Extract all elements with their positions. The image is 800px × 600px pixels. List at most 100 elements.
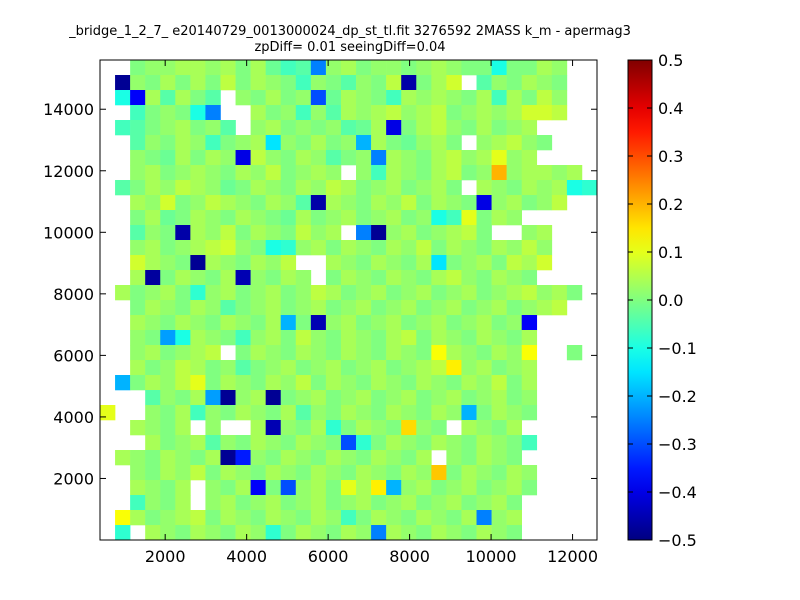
heatmap-cell (416, 465, 432, 481)
heatmap-cell (220, 255, 236, 271)
heatmap-cell (446, 465, 462, 481)
heatmap-cell (145, 510, 161, 526)
heatmap-cell (476, 285, 492, 301)
heatmap-cell (340, 255, 357, 271)
heatmap-cell (551, 75, 568, 91)
heatmap-cell (325, 240, 342, 256)
heatmap-cell (521, 75, 538, 91)
heatmap-cell (235, 360, 251, 376)
heatmap-cell (446, 435, 462, 451)
heatmap-cell (401, 510, 417, 526)
heatmap-cell (280, 210, 297, 226)
heatmap-cell (250, 450, 266, 466)
heatmap-cell (325, 345, 342, 361)
heatmap-cell (280, 315, 297, 331)
heatmap-cell (416, 285, 432, 301)
heatmap-cell (325, 150, 342, 166)
heatmap-cell (340, 150, 357, 166)
heatmap-cell (205, 495, 221, 511)
heatmap-cell (340, 195, 357, 211)
heatmap-cell (340, 105, 357, 121)
heatmap-cell (416, 420, 432, 436)
heatmap-cell (401, 405, 417, 421)
heatmap-cell (340, 210, 357, 226)
heatmap-cell (235, 240, 251, 256)
heatmap-cell (205, 195, 221, 211)
heatmap-cell (250, 420, 266, 436)
heatmap-cell (416, 195, 432, 211)
heatmap-cell (461, 525, 477, 541)
heatmap-cell (416, 495, 432, 511)
heatmap-cell (476, 315, 492, 331)
heatmap-cell (491, 465, 507, 481)
heatmap-cell (536, 285, 553, 301)
heatmap-cell (130, 480, 146, 496)
heatmap-cell (145, 435, 161, 451)
heatmap-cell (175, 240, 191, 256)
heatmap-cell (476, 135, 492, 151)
heatmap-cell (160, 240, 176, 256)
heatmap-cell (205, 375, 221, 391)
heatmap-cell (461, 240, 477, 256)
heatmap-cell (386, 180, 402, 196)
heatmap-cell (476, 390, 492, 406)
heatmap-cell (491, 120, 507, 136)
heatmap-cell (220, 525, 236, 541)
heatmap-cell (416, 435, 432, 451)
heatmap-cell (160, 210, 176, 226)
heatmap-cell (521, 330, 538, 346)
heatmap-cell (401, 450, 417, 466)
heatmap-cell (325, 270, 342, 286)
heatmap-cell (265, 510, 282, 526)
heatmap-cell (250, 405, 266, 421)
heatmap-cell (295, 60, 312, 76)
heatmap-cell (310, 525, 327, 541)
heatmap-cell (145, 345, 161, 361)
heatmap-cell (340, 360, 357, 376)
heatmap-cell (506, 240, 522, 256)
heatmap-cell (175, 255, 191, 271)
heatmap-cell (265, 135, 282, 151)
heatmap-cell (371, 225, 387, 241)
heatmap-cell (325, 255, 342, 271)
heatmap-cell (175, 150, 191, 166)
heatmap-cell (521, 255, 538, 271)
heatmap-cell (461, 120, 477, 136)
heatmap-cell (476, 330, 492, 346)
heatmap-cell (446, 330, 462, 346)
heatmap-cell (340, 75, 357, 91)
heatmap-cell (521, 480, 538, 496)
heatmap-cell (401, 375, 417, 391)
heatmap-cell (220, 150, 236, 166)
heatmap-cell (431, 135, 447, 151)
heatmap-cell (280, 300, 297, 316)
heatmap-cell (491, 90, 507, 106)
heatmap-cell (371, 180, 387, 196)
heatmap-cell (461, 105, 477, 121)
heatmap-cell (175, 105, 191, 121)
heatmap-cell (310, 435, 327, 451)
y-tick-label: 4000 (53, 408, 94, 427)
heatmap-cell (235, 75, 251, 91)
heatmap-cell (521, 360, 538, 376)
heatmap-cell (295, 180, 312, 196)
heatmap-cell (461, 480, 477, 496)
heatmap-cell (250, 360, 266, 376)
heatmap-cell (431, 360, 447, 376)
heatmap-cell (491, 435, 507, 451)
heatmap-cell (431, 480, 447, 496)
heatmap-cell (446, 360, 462, 376)
heatmap-cell (190, 165, 206, 181)
heatmap-cell (476, 405, 492, 421)
heatmap-cell (476, 165, 492, 181)
heatmap-cell (265, 75, 282, 91)
heatmap-cell (401, 300, 417, 316)
heatmap-cell (250, 390, 266, 406)
heatmap-cell (175, 165, 191, 181)
heatmap-cell (431, 375, 447, 391)
heatmap-cell (416, 345, 432, 361)
plot-frame (99, 59, 598, 541)
heatmap-cell (521, 195, 538, 211)
heatmap-cell (566, 165, 583, 181)
heatmap-cell (280, 450, 297, 466)
